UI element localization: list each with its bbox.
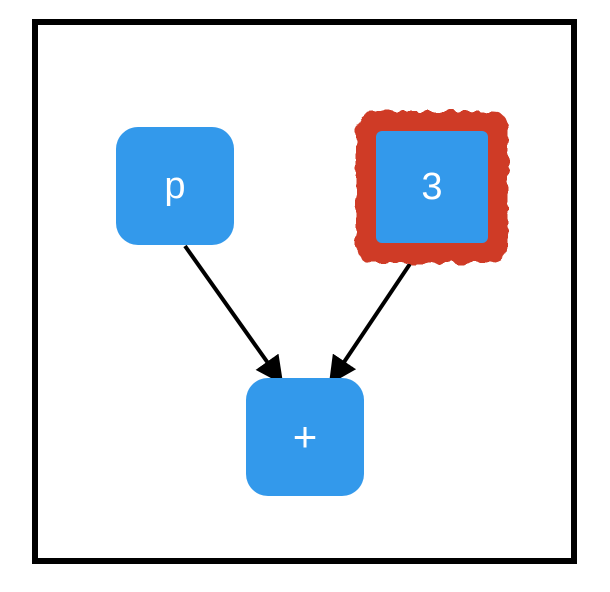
node-p: p	[116, 127, 234, 245]
node-plus: +	[246, 378, 364, 496]
node-plus-label: +	[293, 413, 318, 461]
node-three: 3	[376, 131, 488, 243]
node-p-label: p	[164, 165, 185, 208]
node-three-label: 3	[421, 166, 442, 209]
